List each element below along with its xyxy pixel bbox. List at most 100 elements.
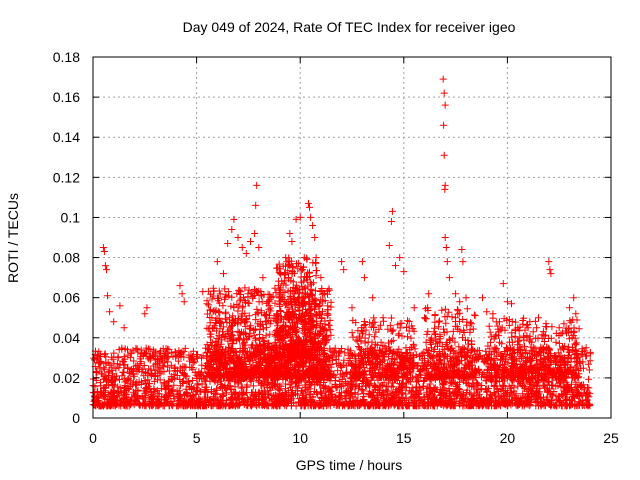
data-point (347, 389, 355, 397)
data-point (414, 362, 422, 370)
data-point (306, 401, 314, 409)
data-point (354, 343, 362, 350)
data-point (284, 387, 292, 395)
data-point (387, 314, 395, 322)
data-point (262, 356, 270, 364)
data-point (474, 402, 482, 409)
data-point (300, 293, 308, 301)
data-point (261, 311, 269, 319)
data-point (405, 387, 413, 395)
data-point (360, 322, 368, 330)
data-point (273, 264, 281, 272)
data-point (437, 391, 445, 399)
data-point (135, 366, 143, 373)
data-point (387, 367, 395, 375)
data-point (487, 398, 495, 405)
data-point (188, 364, 196, 371)
data-point (250, 367, 258, 375)
data-point (206, 314, 214, 321)
data-point (94, 394, 102, 402)
data-point (121, 375, 129, 383)
data-point (311, 330, 319, 338)
data-point (233, 301, 241, 308)
data-point (104, 368, 112, 376)
data-point (216, 290, 224, 298)
data-point (372, 328, 380, 336)
data-point (268, 342, 276, 350)
data-point (134, 386, 142, 394)
data-point (320, 335, 328, 343)
data-point (425, 383, 433, 391)
data-point (249, 294, 257, 302)
data-point (276, 292, 284, 300)
data-point (389, 350, 397, 358)
data-point (245, 333, 253, 341)
data-point (305, 306, 313, 314)
data-point (277, 332, 285, 339)
data-point (138, 392, 146, 400)
data-point (136, 400, 143, 408)
data-point (236, 348, 244, 356)
data-point (344, 402, 352, 410)
data-point (459, 392, 467, 400)
data-point (211, 356, 219, 364)
data-point (254, 347, 262, 355)
data-point (160, 382, 168, 390)
data-point (286, 298, 294, 305)
data-point (236, 297, 244, 305)
data-point (299, 366, 307, 374)
data-point (352, 383, 360, 391)
data-point (264, 381, 272, 388)
data-point (136, 360, 144, 368)
data-point (262, 332, 270, 340)
data-point (217, 397, 225, 405)
data-point (273, 361, 281, 369)
data-point (311, 301, 318, 308)
data-point (388, 355, 396, 363)
data-point (307, 354, 315, 361)
data-point (320, 384, 328, 392)
data-point (262, 324, 270, 332)
data-point (275, 352, 283, 359)
data-point (312, 334, 320, 342)
data-point (440, 386, 448, 394)
data-point (492, 378, 499, 386)
data-point (389, 394, 397, 402)
data-point (293, 314, 301, 322)
data-point (526, 396, 534, 403)
data-point (123, 391, 130, 399)
data-point (208, 374, 216, 381)
data-point (544, 398, 552, 406)
data-point (373, 355, 381, 363)
data-point (371, 402, 379, 410)
data-point (316, 288, 324, 295)
data-point (370, 314, 378, 322)
data-point (277, 360, 285, 368)
data-point (311, 370, 319, 378)
data-point (217, 340, 225, 348)
data-point (159, 345, 167, 353)
data-point (261, 312, 269, 320)
data-point (243, 374, 251, 382)
data-point (220, 371, 228, 379)
data-point (251, 400, 259, 408)
data-point (409, 325, 417, 333)
data-point (162, 391, 170, 399)
data-point (167, 387, 175, 395)
data-point (346, 357, 354, 365)
data-point (523, 378, 531, 386)
data-point (244, 293, 252, 301)
data-point (340, 356, 348, 364)
data-point (300, 277, 308, 285)
data-point (352, 357, 360, 365)
data-point (533, 381, 541, 389)
data-point (132, 397, 140, 405)
data-point (476, 386, 484, 394)
data-point (320, 341, 328, 349)
data-point (387, 338, 395, 346)
data-point (343, 388, 351, 396)
data-point (243, 348, 251, 356)
data-point (201, 365, 209, 373)
data-point (231, 383, 239, 391)
data-point (293, 260, 300, 268)
